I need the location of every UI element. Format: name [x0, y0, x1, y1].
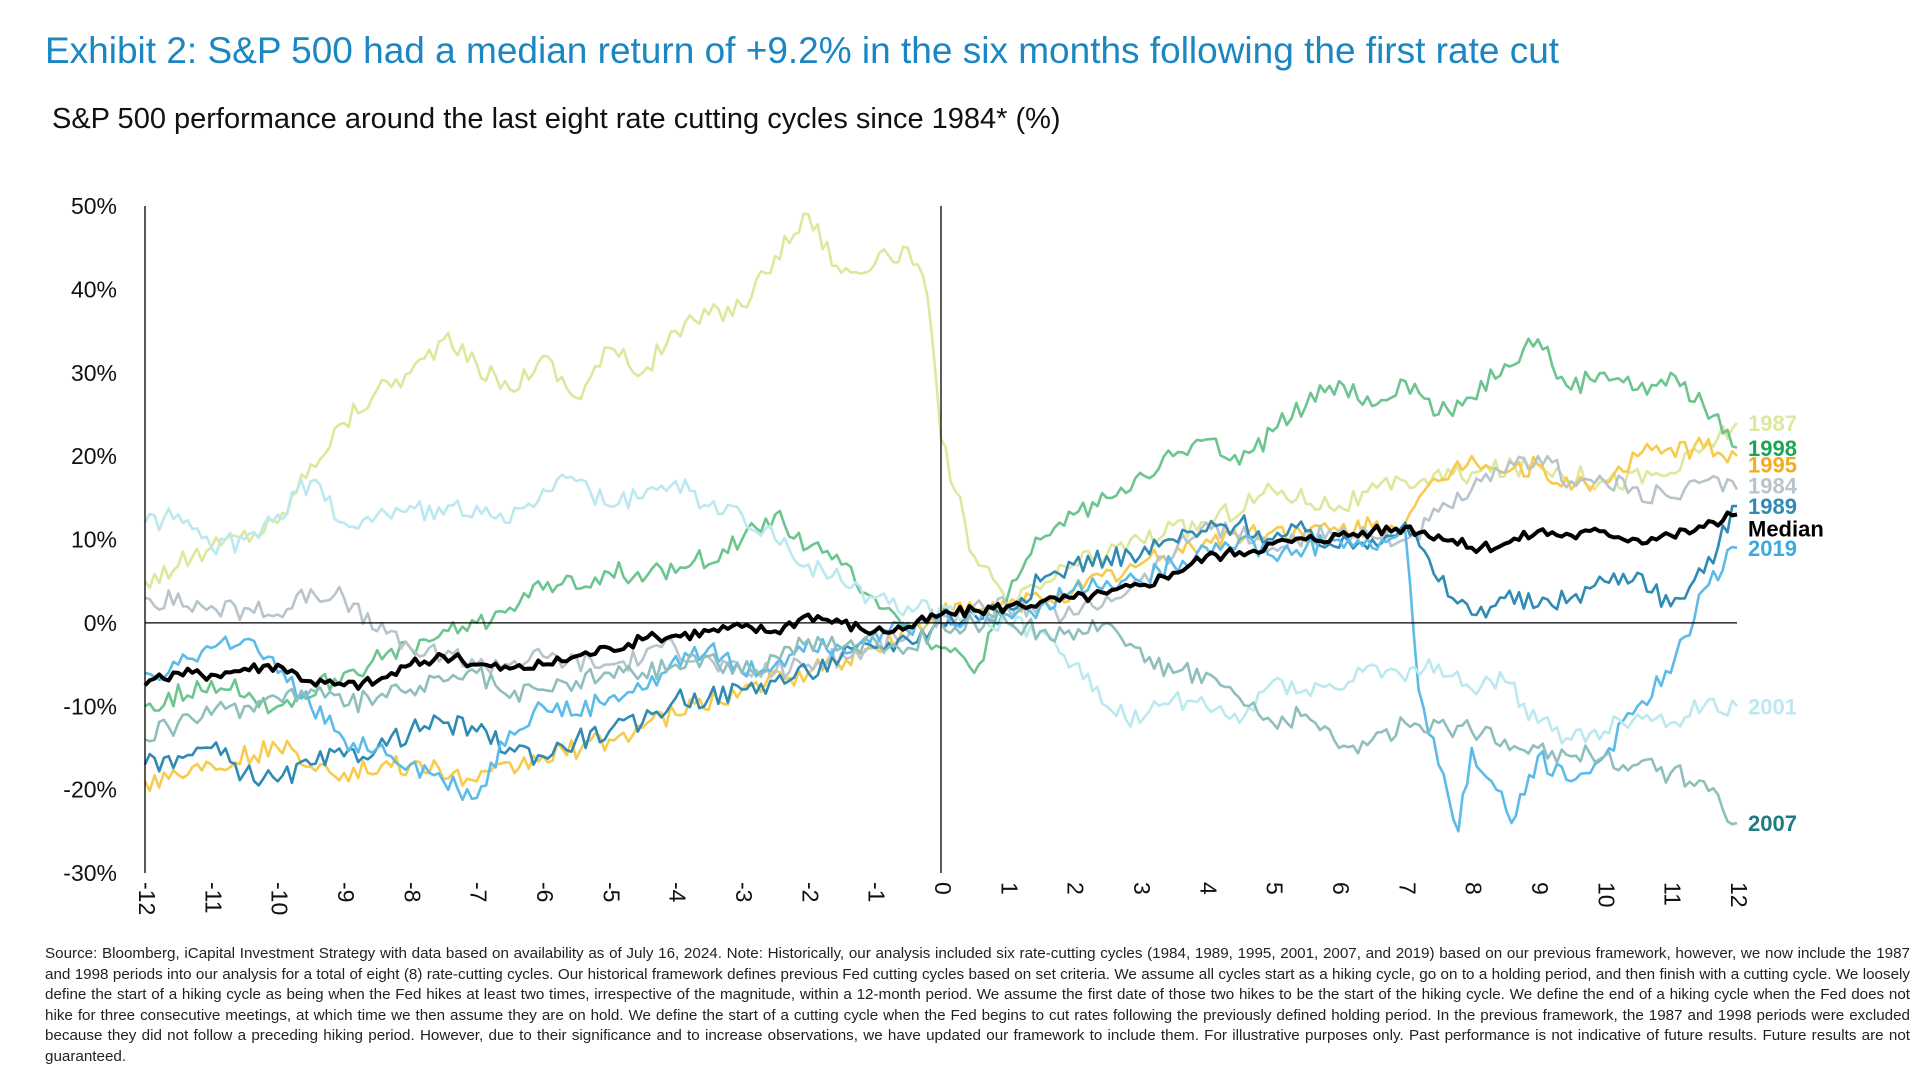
x-tick-label: -10 — [267, 882, 293, 915]
x-tick-label: 9 — [1527, 882, 1553, 895]
x-tick-label: -7 — [466, 882, 492, 902]
x-tick-label: -2 — [797, 882, 823, 902]
chart-subtitle: S&P 500 performance around the last eigh… — [52, 103, 1061, 135]
x-tick-label: 4 — [1195, 882, 1221, 895]
line-chart: -30%-20%-10%0%10%20%30%40%50%-12 -11 -10 -9… — [63, 193, 1824, 915]
series-label-1998: 1998 — [1748, 436, 1797, 461]
y-tick-label: 0% — [84, 610, 117, 636]
series-label-2007: 2007 — [1748, 811, 1797, 836]
x-tick-label: -1 — [864, 882, 890, 902]
x-tick-label: 12 — [1726, 882, 1752, 908]
series-label-median: Median — [1748, 517, 1824, 542]
footnote: Source: Bloomberg, iCapital Investment S… — [45, 945, 1910, 1065]
x-tick-label: 8 — [1461, 882, 1487, 895]
x-tick-label: -12 — [134, 882, 160, 915]
x-tick-label: -4 — [665, 882, 691, 903]
x-tick-label: -9 — [333, 882, 359, 902]
y-tick-label: 50% — [71, 193, 117, 219]
x-tick-label: 10 — [1593, 882, 1619, 908]
axes-layer: -30%-20%-10%0%10%20%30%40%50%-12 -11 -10 -9… — [63, 193, 1752, 915]
x-tick-label: 1 — [996, 882, 1022, 895]
series-label-1995: 1995 — [1748, 452, 1797, 477]
x-tick-label: 6 — [1328, 882, 1354, 895]
series-label-1989: 1989 — [1748, 494, 1797, 519]
x-tick-label: -11 — [200, 882, 226, 914]
y-tick-label: -30% — [63, 860, 117, 886]
y-tick-label: -20% — [63, 777, 117, 803]
x-tick-label: 0 — [930, 882, 956, 895]
y-tick-label: 30% — [71, 360, 117, 386]
x-tick-label: -3 — [731, 882, 757, 902]
x-tick-label: -8 — [399, 882, 425, 902]
series-label-2001: 2001 — [1748, 694, 1797, 719]
y-tick-label: 20% — [71, 443, 117, 469]
x-tick-label: 11 — [1660, 882, 1686, 906]
x-tick-label: 5 — [1262, 882, 1288, 895]
chart-title: Exhibit 2: S&P 500 had a median return o… — [45, 30, 1560, 71]
series-label-2019: 2019 — [1748, 536, 1797, 561]
series-label-1987: 1987 — [1748, 411, 1797, 436]
y-tick-label: 10% — [71, 527, 117, 553]
y-tick-label: -10% — [63, 693, 117, 719]
x-tick-label: -5 — [598, 882, 624, 902]
x-tick-label: 3 — [1129, 882, 1155, 895]
y-tick-label: 40% — [71, 276, 117, 302]
x-tick-label: -6 — [532, 882, 558, 902]
series-label-1984: 1984 — [1748, 473, 1798, 498]
x-tick-label: 7 — [1394, 882, 1420, 895]
x-tick-label: 2 — [1063, 882, 1089, 895]
